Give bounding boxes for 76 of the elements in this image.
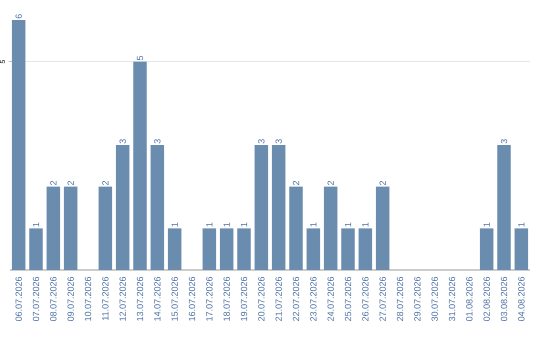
- x-tick-label: 14.07.2026: [154, 276, 161, 321]
- data-label: 1: [206, 222, 212, 226]
- x-tick-label: 18.07.2026: [223, 276, 230, 321]
- x-tick-label: 10.07.2026: [84, 276, 92, 321]
- data-label: 2: [68, 180, 74, 186]
- x-tick-label: 25.07.2026: [344, 276, 352, 321]
- x-tick-label: 16.07.2026: [188, 276, 196, 321]
- bar: [376, 186, 390, 270]
- bar: [12, 20, 26, 270]
- x-tick-label: 15.07.2026: [171, 276, 178, 321]
- x-tick-label: 12.07.2026: [119, 276, 126, 321]
- data-label: 2: [50, 180, 56, 186]
- bar: [220, 228, 234, 270]
- data-label: 3: [154, 139, 161, 144]
- x-tick-label: 20.07.2026: [258, 276, 265, 321]
- data-label: 2: [102, 180, 108, 186]
- bar: [46, 186, 60, 270]
- x-tick-label: 22.07.2026: [292, 276, 300, 321]
- x-tick-label: 24.07.2026: [327, 276, 334, 321]
- bar: [254, 145, 268, 270]
- x-tick-label: 30.07.2026: [431, 276, 438, 322]
- x-tick-label: 27.07.2026: [379, 276, 386, 321]
- bar: [98, 186, 112, 270]
- x-tick-label: 04.08.2026: [518, 276, 525, 322]
- bar: [480, 228, 494, 270]
- data-label: 1: [518, 222, 524, 226]
- x-tick-label: 02.08.2026: [483, 276, 490, 322]
- x-tick-label: 07.07.2026: [32, 276, 40, 322]
- x-tick-label: 26.07.2026: [362, 276, 369, 321]
- bar: [324, 186, 338, 270]
- bar: [289, 186, 303, 270]
- x-tick-label: 19.07.2026: [240, 276, 248, 321]
- data-label: 1: [240, 222, 248, 226]
- bar: [358, 228, 372, 270]
- bar: [29, 228, 43, 270]
- bar: [150, 145, 164, 270]
- x-tick-label: 31.07.2026: [448, 276, 456, 322]
- x-tick-label: 08.07.2026: [50, 276, 57, 322]
- x-tick-label: 01.08.2026: [466, 276, 473, 322]
- data-label: 2: [328, 180, 334, 186]
- x-tick-label: 03.08.2026: [500, 276, 508, 322]
- x-tick-label: 06.07.2026: [15, 276, 22, 322]
- bar: [306, 228, 320, 270]
- data-label: 3: [275, 139, 282, 144]
- x-tick-label: 09.07.2026: [67, 276, 74, 322]
- bar: [497, 145, 511, 270]
- data-label: 3: [500, 139, 508, 144]
- data-label: 2: [292, 180, 300, 186]
- data-label: 1: [310, 222, 316, 226]
- bar: [341, 228, 355, 270]
- x-tick-label: 23.07.2026: [310, 276, 317, 321]
- x-tick-label: 17.07.2026: [206, 276, 213, 321]
- bar: [168, 228, 182, 270]
- bar: [272, 145, 286, 270]
- data-label: 5: [136, 56, 144, 60]
- data-label: 1: [172, 222, 178, 226]
- x-tick-label: 29.07.2026: [414, 276, 421, 321]
- data-label: 6: [15, 14, 22, 18]
- data-label: 3: [258, 139, 265, 144]
- bar: [116, 145, 130, 270]
- x-tick-label: 28.07.2026: [396, 276, 404, 321]
- data-label: 2: [380, 180, 386, 186]
- bar: [237, 228, 251, 270]
- x-tick-label: 21.07.2026: [275, 276, 282, 321]
- data-label: 1: [484, 222, 490, 226]
- data-label: 3: [119, 139, 126, 144]
- data-label: 1: [32, 222, 40, 226]
- bar: [202, 228, 216, 270]
- x-tick-label: 11.07.2026: [102, 276, 109, 320]
- bar: [514, 228, 528, 270]
- x-tick-label: 13.07.2026: [136, 276, 144, 321]
- data-label: 1: [344, 222, 352, 226]
- data-label: 1: [224, 222, 230, 226]
- bar: [64, 186, 78, 270]
- data-label: 1: [362, 222, 368, 226]
- bar: [133, 62, 147, 270]
